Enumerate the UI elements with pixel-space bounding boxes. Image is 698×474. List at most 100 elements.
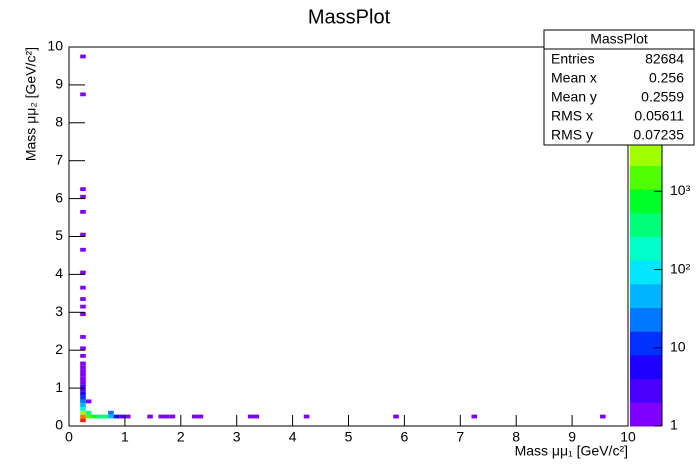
x-tick-label: 5: [345, 429, 353, 445]
x-tick-label: 10: [620, 429, 636, 445]
heatmap-cell: [80, 232, 86, 237]
heatmap-cell: [247, 414, 254, 419]
color-bar-band: [630, 252, 662, 261]
color-bar-band: [630, 291, 662, 301]
heatmap-cell: [164, 414, 170, 419]
color-bar-band: [630, 268, 662, 277]
color-bar-band: [630, 283, 662, 293]
heatmap-cell: [96, 414, 103, 419]
z-tick-label: 1: [670, 417, 678, 433]
heatmap-cell: [80, 399, 86, 404]
heatmap-cell: [102, 414, 109, 419]
heatmap-cell: [108, 414, 114, 419]
stats-name: Mean x: [551, 70, 597, 86]
heatmap-cell: [80, 270, 86, 275]
heatmap-cell: [80, 285, 86, 290]
heatmap-cell: [80, 335, 86, 339]
z-tick-label: 10²: [670, 260, 691, 276]
stats-title: MassPlot: [590, 31, 648, 47]
y-tick-label: 8: [55, 114, 63, 130]
x-axis-label: Mass μμ₁ [GeV/c²]: [515, 443, 628, 459]
x-tick-label: 6: [401, 429, 409, 445]
chart-title: MassPlot: [308, 6, 391, 28]
y-tick-label: 10: [47, 38, 63, 54]
heatmap-cell: [119, 414, 125, 419]
x-tick-label: 1: [121, 429, 129, 445]
heatmap-cell: [147, 414, 153, 419]
color-bar-band: [630, 323, 662, 332]
heatmap-cell: [80, 407, 86, 411]
heatmap-cell: [191, 414, 198, 419]
y-tick-label: 5: [55, 227, 63, 243]
heatmap-cell: [80, 388, 86, 392]
color-bar-band: [630, 141, 662, 151]
color-bar-band: [630, 236, 662, 245]
color-bar-band: [630, 189, 662, 198]
heatmap-cell: [80, 384, 86, 389]
heatmap-cell: [303, 414, 310, 419]
y-tick-label: 2: [55, 341, 63, 357]
color-bar-band: [630, 402, 662, 411]
stats-value: 0.07235: [633, 127, 684, 143]
heatmap-cell: [169, 414, 176, 419]
heatmap-cell: [80, 297, 86, 301]
color-bar-band: [630, 362, 662, 372]
color-bar-band: [630, 260, 662, 269]
heatmap-cell: [80, 353, 86, 358]
color-bar-band: [630, 165, 662, 174]
heatmap-cell: [80, 312, 86, 317]
heatmap-cell: [158, 414, 165, 419]
color-bar-band: [630, 410, 662, 419]
color-bar-band: [630, 244, 662, 253]
x-tick-label: 0: [65, 429, 73, 445]
color-bar-band: [630, 157, 662, 166]
color-bar-band: [630, 394, 662, 403]
y-tick-label: 9: [55, 76, 63, 92]
heatmap-cell: [124, 414, 131, 419]
heatmap-cell: [80, 414, 86, 419]
color-bar-band: [630, 347, 662, 356]
heatmap-cell: [80, 247, 86, 252]
z-tick-label: 10³: [670, 182, 691, 198]
color-bar-band: [630, 354, 662, 364]
color-bar-band: [630, 149, 662, 159]
color-bar-band: [630, 299, 662, 309]
stats-value: 0.05611: [634, 108, 684, 124]
color-bar-band: [630, 197, 662, 206]
heatmap-cell: [80, 380, 86, 385]
heatmap-cell: [197, 414, 204, 419]
heatmap-cell: [600, 414, 606, 419]
stats-value: 0.256: [649, 70, 684, 86]
heatmap-cell: [471, 414, 478, 419]
x-tick-label: 3: [233, 429, 241, 445]
heatmap-cell: [80, 395, 86, 400]
z-tick-label: 10: [670, 338, 686, 354]
x-tick-label: 8: [512, 429, 520, 445]
color-bar-band: [630, 173, 662, 182]
y-axis-label: Mass μμ₂ [GeV/c²]: [23, 47, 39, 161]
heatmap-cell: [80, 54, 86, 59]
heatmap-cell: [80, 346, 86, 351]
y-tick-label: 4: [55, 265, 63, 281]
y-tick-label: 3: [55, 303, 63, 319]
heatmap-cell: [80, 361, 86, 366]
color-bar-band: [630, 339, 662, 348]
heatmap-cell: [80, 365, 86, 370]
heatmap-cell: [80, 92, 86, 97]
color-bar-band: [630, 418, 662, 427]
heatmap-cell: [91, 414, 97, 419]
y-tick-label: 1: [55, 379, 63, 395]
heatmap-cell: [85, 414, 92, 419]
y-tick-label: 0: [55, 417, 63, 433]
x-tick-label: 4: [289, 429, 297, 445]
heatmap-cell: [253, 414, 260, 419]
color-bar-band: [630, 204, 662, 214]
heatmap-cell: [80, 209, 86, 214]
color-bar-band: [630, 386, 662, 395]
stats-value: 82684: [645, 51, 684, 67]
heatmap-cell: [80, 372, 86, 377]
color-bar-band: [630, 181, 662, 190]
color-bar-band: [630, 220, 662, 230]
stats-name: Entries: [551, 51, 595, 67]
